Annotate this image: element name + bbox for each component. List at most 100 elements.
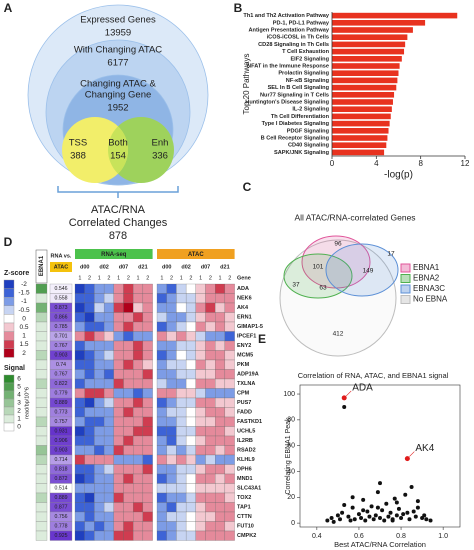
heat-cell bbox=[123, 321, 134, 332]
heat-cell bbox=[215, 454, 226, 465]
signal-cell bbox=[35, 435, 48, 446]
heat-cell bbox=[156, 445, 167, 456]
venn-set bbox=[108, 117, 174, 183]
heat-cell bbox=[74, 416, 85, 427]
heat-cell bbox=[142, 483, 153, 494]
point-label: AK4 bbox=[415, 443, 434, 454]
heat-cell bbox=[123, 483, 134, 494]
heat-cell bbox=[166, 312, 177, 323]
legend-tick: 4 bbox=[17, 392, 21, 399]
heat-cell bbox=[166, 369, 177, 380]
heat-cell bbox=[94, 321, 105, 332]
heat-cell bbox=[205, 502, 216, 513]
point bbox=[342, 404, 347, 409]
highlight-point bbox=[404, 456, 410, 462]
heat-cell bbox=[176, 502, 187, 513]
heat-cell bbox=[74, 388, 85, 399]
heat-cell bbox=[156, 369, 167, 380]
signal-cell bbox=[35, 331, 48, 342]
bar bbox=[332, 113, 391, 120]
gene-label: GIMAP1-5 bbox=[237, 324, 263, 330]
point bbox=[388, 510, 393, 515]
point bbox=[424, 517, 429, 522]
heat-cell bbox=[142, 293, 153, 304]
bar bbox=[332, 20, 426, 26]
heat-cell bbox=[224, 445, 235, 456]
heat-cell bbox=[113, 435, 124, 446]
heat-cell bbox=[123, 331, 134, 342]
legend-label: EBNA2 bbox=[413, 274, 440, 283]
heat-cell bbox=[84, 359, 95, 370]
corr-value: 0.818 bbox=[55, 467, 68, 473]
heat-cell bbox=[74, 445, 85, 456]
heat-cell bbox=[166, 321, 177, 332]
panel-letter: E bbox=[258, 332, 266, 346]
point bbox=[361, 508, 366, 513]
heat-cell bbox=[74, 530, 85, 541]
heat-cell bbox=[103, 473, 114, 484]
heat-cell bbox=[205, 302, 216, 313]
heat-cell bbox=[133, 331, 144, 342]
heat-cell bbox=[195, 397, 206, 408]
heat-cell bbox=[185, 331, 196, 342]
legend-swatch bbox=[3, 406, 15, 416]
panel-letter: C bbox=[243, 180, 252, 194]
heat-cell bbox=[123, 502, 134, 513]
x-tick-label: 8 bbox=[418, 159, 423, 168]
rep-label: 1 bbox=[98, 275, 101, 281]
heat-cell bbox=[215, 378, 226, 389]
heat-cell bbox=[176, 283, 187, 294]
heat-cell bbox=[133, 397, 144, 408]
header-box bbox=[35, 249, 48, 284]
venn-count: 96 bbox=[334, 241, 342, 248]
heat-cell bbox=[103, 302, 114, 313]
bar bbox=[332, 106, 392, 112]
y-tick-label: EIF2 Signaling bbox=[290, 56, 329, 62]
y-tick-label: PDGF Signaling bbox=[287, 128, 330, 134]
point bbox=[392, 496, 397, 501]
point bbox=[350, 495, 355, 500]
heat-cell bbox=[123, 340, 134, 351]
heat-cell bbox=[185, 530, 196, 541]
heat-cell bbox=[84, 492, 95, 503]
venn-count: 63 bbox=[319, 285, 327, 292]
heat-cell bbox=[176, 407, 187, 418]
heat-cell bbox=[185, 321, 196, 332]
heat-cell bbox=[103, 369, 114, 380]
heat-cell bbox=[224, 340, 235, 351]
heat-cell bbox=[156, 388, 167, 399]
venn-count: 6177 bbox=[107, 58, 128, 69]
corr-value: 0.558 bbox=[55, 296, 68, 302]
point bbox=[367, 514, 372, 519]
corr-value: 0.74 bbox=[56, 362, 66, 368]
heat-cell bbox=[84, 483, 95, 494]
chart-title: Correlation of RNA, ATAC, and EBNA1 sign… bbox=[298, 371, 449, 380]
heat-cell bbox=[84, 426, 95, 437]
heat-cell bbox=[205, 511, 216, 522]
heat-cell bbox=[185, 302, 196, 313]
point bbox=[378, 515, 382, 520]
heat-cell bbox=[156, 454, 167, 465]
y-axis-label: Correlating EBNA1 Peak bbox=[285, 417, 292, 495]
heat-cell bbox=[84, 283, 95, 294]
rep-label: 2 bbox=[189, 275, 192, 281]
heat-cell bbox=[142, 521, 153, 532]
heat-cell bbox=[166, 426, 177, 437]
heat-cell bbox=[195, 435, 206, 446]
heat-cell bbox=[176, 492, 187, 503]
legend-tick: -1.5 bbox=[18, 290, 30, 297]
gene-label: MND1 bbox=[237, 476, 253, 482]
y-tick-label: PD-1, PD-L1 Pathway bbox=[273, 20, 330, 26]
bar bbox=[332, 56, 402, 62]
gene-label: ADA bbox=[237, 286, 249, 292]
x-tick-label: 1.0 bbox=[438, 533, 448, 540]
heat-cell bbox=[215, 445, 226, 456]
signal-cell bbox=[35, 302, 48, 313]
heat-cell bbox=[185, 283, 196, 294]
heat-cell bbox=[74, 464, 85, 475]
rep-label: 2 bbox=[228, 275, 231, 281]
heat-cell bbox=[195, 321, 206, 332]
x-tick-label: 0.8 bbox=[396, 533, 406, 540]
legend-swatch bbox=[3, 322, 15, 332]
point bbox=[384, 501, 389, 506]
